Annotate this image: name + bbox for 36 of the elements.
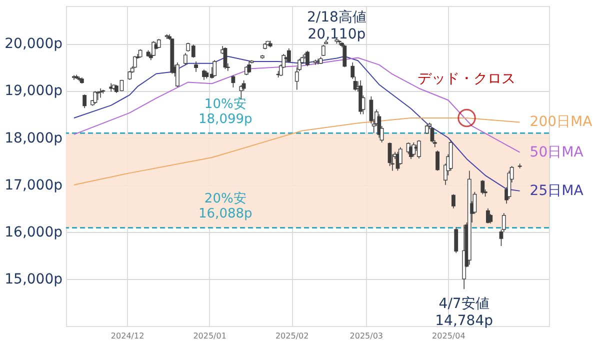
candlestick <box>82 94 87 109</box>
x-tick-label: 2024/12 <box>110 332 144 340</box>
annotation: 4/7安値 14,784p <box>435 296 494 330</box>
y-tick-label: 18,000p <box>4 130 63 146</box>
candlestick <box>480 180 485 195</box>
x-tick-label: 2025/04 <box>432 332 466 340</box>
ref-line-label: 10%安 18,099p <box>198 96 252 128</box>
series-label: 25日MA <box>530 182 584 199</box>
candlestick <box>98 88 102 98</box>
x-tick-label: 2025/02 <box>275 332 309 340</box>
candlestick <box>507 170 512 200</box>
annotation: デッド・クロス <box>418 71 516 87</box>
y-tick-label: 20,000p <box>4 36 63 52</box>
candlestick <box>454 226 458 254</box>
y-tick-label: 16,000p <box>4 224 63 240</box>
x-tick-label: 2025/03 <box>350 332 383 340</box>
candlestick <box>212 60 217 77</box>
candlestick <box>231 74 236 88</box>
candlestick <box>321 44 326 56</box>
candlestick <box>452 194 456 209</box>
annotation: 2/18高値 20,110p <box>306 9 366 42</box>
y-tick-label: 17,000p <box>4 177 63 194</box>
candlestick <box>247 61 252 74</box>
candlestick <box>183 52 188 66</box>
y-tick-label: 19,000p <box>4 83 63 100</box>
candlestick <box>388 142 392 166</box>
series-label: 50日MA <box>530 144 584 160</box>
ref-line-label: 20%安 16,088p <box>198 190 252 222</box>
x-tick-label: 2025/01 <box>193 332 226 340</box>
line-series <box>73 57 520 153</box>
y-tick-label: 15,000p <box>4 271 63 288</box>
candlestick <box>133 55 137 69</box>
candlestick <box>436 150 440 172</box>
candlestick <box>194 61 198 72</box>
candlestick <box>342 44 347 68</box>
series-label: 200日MA <box>530 114 593 130</box>
